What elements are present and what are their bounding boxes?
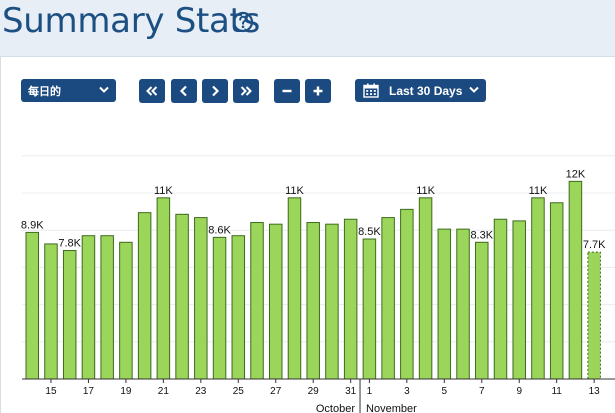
chevron-right-icon [212, 85, 220, 97]
double-chevron-right-icon [240, 86, 252, 96]
bar-31[interactable] [343, 218, 358, 380]
data-label: 11K [416, 185, 435, 197]
tick-label: 21 [158, 386, 170, 397]
bar-20[interactable] [137, 212, 152, 380]
chevron-down-icon [469, 86, 479, 93]
bar-29[interactable] [306, 222, 320, 380]
tick-label: 1 [367, 386, 373, 397]
data-label: 8.5K [358, 226, 381, 238]
page-title: Summary Stats [2, 1, 261, 41]
tick-label: 31 [345, 386, 357, 397]
month-label: November [366, 403, 417, 413]
tick-label: 9 [516, 386, 522, 397]
bar-13[interactable] [587, 251, 601, 380]
data-label: 7.7K [583, 239, 606, 251]
bar-7[interactable] [475, 241, 489, 380]
bar-26[interactable] [250, 222, 264, 380]
data-label: 12K [566, 168, 586, 180]
bar-10[interactable] [531, 197, 545, 380]
bar-23[interactable] [194, 217, 208, 380]
data-label: 8.6K [208, 224, 231, 236]
tick-label: 7 [479, 386, 485, 397]
minus-icon [282, 89, 292, 93]
interval-select-label: 每日的 [28, 84, 61, 98]
bar-4[interactable] [418, 197, 433, 380]
bar-12[interactable] [568, 180, 583, 380]
bar-22[interactable] [175, 213, 189, 380]
data-label: 11K [529, 185, 548, 197]
zoom-in-button[interactable] [305, 79, 331, 103]
chevron-down-icon [99, 86, 109, 93]
date-range-select[interactable]: Last 30 Days [355, 79, 486, 102]
date-range-label: Last 30 Days [389, 83, 463, 98]
bar-8[interactable] [493, 218, 508, 380]
nav-first-button[interactable] [139, 79, 165, 103]
zoom-out-button[interactable] [274, 79, 300, 103]
nav-last-button[interactable] [233, 79, 259, 103]
tick-label: 25 [233, 386, 245, 397]
month-label: October [316, 403, 355, 413]
bar-17[interactable] [81, 235, 96, 380]
bar-5[interactable] [437, 228, 452, 380]
plus-icon [313, 86, 323, 96]
tick-label: 17 [83, 386, 95, 397]
tick-label: 29 [308, 386, 320, 397]
tick-label: 23 [195, 386, 207, 397]
calendar-icon [363, 83, 379, 98]
bar-27[interactable] [268, 223, 283, 380]
help-circle-icon[interactable] [232, 11, 254, 33]
bar-1[interactable] [362, 238, 377, 380]
double-chevron-left-icon [146, 86, 158, 96]
bar-28[interactable] [287, 197, 302, 380]
tick-label: 13 [589, 386, 601, 397]
nav-prev-button[interactable] [171, 79, 197, 103]
bar-16[interactable] [62, 250, 77, 380]
tick-label: 11 [551, 386, 562, 397]
tick-label: 27 [270, 386, 282, 397]
bar-15[interactable] [44, 243, 58, 380]
tick-label: 15 [45, 386, 57, 397]
header: Summary Stats [0, 0, 615, 56]
data-label: 11K [154, 185, 173, 197]
bar-21[interactable] [156, 197, 171, 380]
bar-30[interactable] [325, 223, 339, 380]
bar-6[interactable] [456, 228, 470, 380]
interval-select[interactable]: 每日的 [21, 79, 116, 102]
tick-label: 19 [120, 386, 132, 397]
tick-label: 3 [404, 386, 410, 397]
bar-3[interactable] [400, 208, 414, 380]
bar-9[interactable] [512, 220, 526, 380]
bar-2[interactable] [381, 217, 395, 380]
bar-11[interactable] [549, 202, 564, 380]
bar-19[interactable] [119, 241, 133, 380]
data-label: 8.3K [470, 229, 493, 241]
bar-14[interactable] [25, 231, 39, 380]
bar-25[interactable] [231, 235, 246, 380]
tick-label: 5 [442, 386, 448, 397]
nav-next-button[interactable] [202, 79, 228, 103]
bar-24[interactable] [212, 236, 227, 380]
data-label: 11K [285, 185, 304, 197]
bar-18[interactable] [100, 235, 114, 380]
data-label: 8.9K [21, 219, 44, 231]
chevron-left-icon [179, 85, 187, 97]
data-label: 7.8K [58, 238, 81, 250]
